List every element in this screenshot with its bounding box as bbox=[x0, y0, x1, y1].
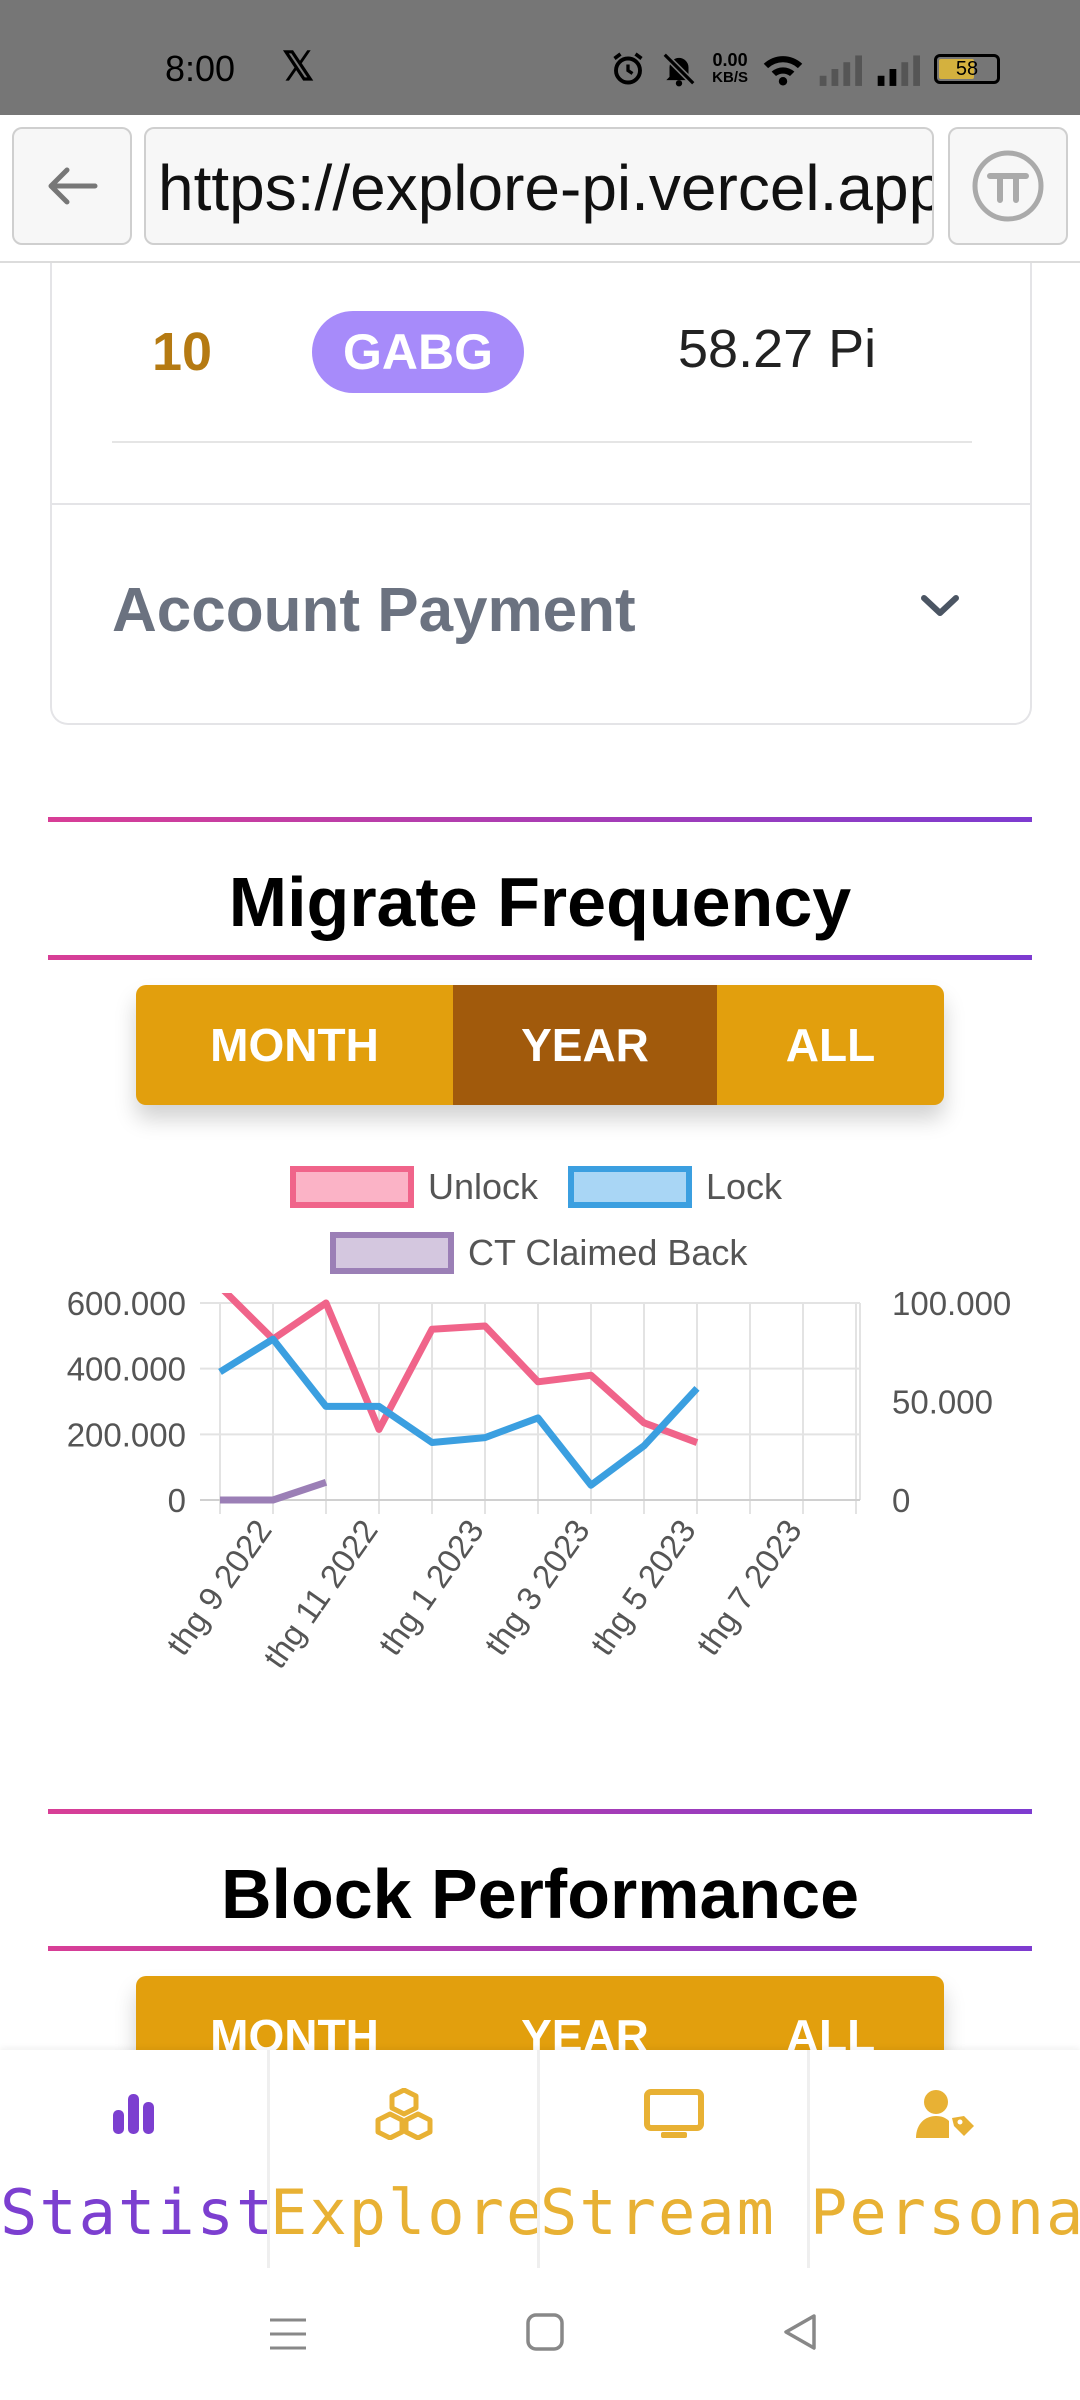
y-right-tick-label: 0 bbox=[892, 1482, 910, 1519]
browser-toolbar: https://explore-pi.vercel.app bbox=[0, 115, 1080, 263]
legend-item-lock[interactable]: Lock bbox=[568, 1166, 782, 1208]
x-tick-label: thg 1 2023 bbox=[371, 1513, 491, 1662]
y-left-tick-label: 0 bbox=[168, 1482, 186, 1519]
bottom-nav: Statistic Explore Stream Personal bbox=[0, 2050, 1080, 2268]
pi-logo-icon bbox=[972, 150, 1044, 222]
y-left-tick-label: 200.000 bbox=[67, 1416, 186, 1453]
section-divider-bottom bbox=[48, 955, 1032, 960]
migrate-period-toggle: MONTH YEAR ALL bbox=[136, 985, 944, 1105]
block-divider-bottom bbox=[48, 1946, 1032, 1951]
legend-swatch-ct bbox=[330, 1232, 454, 1274]
y-right-tick-label: 100.000 bbox=[892, 1285, 1011, 1322]
y-left-tick-label: 400.000 bbox=[67, 1351, 186, 1388]
back-triangle-icon[interactable] bbox=[780, 2312, 820, 2352]
nav-item-personal[interactable]: Personal bbox=[810, 2050, 1080, 2268]
legend-swatch-unlock bbox=[290, 1166, 414, 1208]
series-line-unlock bbox=[221, 1293, 699, 1446]
x-tick-label: thg 7 2023 bbox=[689, 1513, 809, 1662]
account-badge[interactable]: GABG bbox=[312, 311, 524, 393]
system-navigation-bar bbox=[0, 2268, 1080, 2400]
mute-bell-icon bbox=[662, 52, 696, 87]
legend-label-lock: Lock bbox=[706, 1166, 783, 1207]
status-time: 8:00 bbox=[165, 48, 236, 89]
block-divider-top bbox=[48, 1809, 1032, 1814]
nav-item-statistic[interactable]: Statistic bbox=[0, 2050, 270, 2268]
arrow-left-icon bbox=[48, 167, 98, 205]
alarm-icon bbox=[613, 52, 643, 85]
home-square-icon[interactable] bbox=[525, 2312, 565, 2352]
status-icons: 0.00 KB/S 58 bbox=[610, 50, 1000, 88]
net-speed-unit: KB/S bbox=[712, 69, 748, 86]
battery-level: 58 bbox=[955, 57, 979, 80]
nav-label-stream: Stream bbox=[540, 2176, 776, 2249]
legend-label-ct: CT Claimed Back bbox=[468, 1232, 748, 1273]
bar-chart-icon bbox=[112, 2094, 154, 2134]
battery-fill bbox=[939, 59, 974, 79]
nav-label-statistic: Statistic bbox=[0, 2176, 267, 2249]
monitor-icon bbox=[643, 2089, 704, 2138]
rank-number: 10 bbox=[152, 322, 213, 382]
signal-icon bbox=[877, 55, 920, 86]
signal-weak-icon bbox=[819, 55, 862, 86]
wifi-icon bbox=[763, 56, 803, 86]
status-bar: 8:00 𝕏 0.00 KB/S 58 bbox=[0, 0, 1080, 115]
net-speed-value: 0.00 bbox=[712, 50, 748, 70]
nav-label-personal: Personal bbox=[810, 2176, 1080, 2249]
url-field[interactable]: https://explore-pi.vercel.app bbox=[144, 127, 934, 245]
pi-logo-button[interactable] bbox=[948, 127, 1068, 245]
tab-all[interactable]: ALL bbox=[785, 1019, 876, 1071]
chevron-down-icon[interactable] bbox=[920, 593, 960, 619]
legend-label-unlock: Unlock bbox=[428, 1166, 539, 1207]
series-line-ct-claimed-back bbox=[220, 1478, 328, 1504]
tab-year[interactable]: YEAR bbox=[453, 985, 717, 1105]
series-line-lock bbox=[218, 1335, 700, 1489]
y-right-tick-label: 50.000 bbox=[892, 1384, 993, 1421]
migrate-frequency-title: Migrate Frequency bbox=[228, 863, 852, 941]
back-button[interactable] bbox=[12, 127, 132, 245]
cubes-icon bbox=[375, 2088, 432, 2140]
legend-swatch-lock bbox=[568, 1166, 692, 1208]
block-performance-title: Block Performance bbox=[220, 1855, 860, 1933]
rank-card: 10 GABG 58.27 Pi Account Payment bbox=[50, 263, 1032, 725]
rank-row: 10 GABG 58.27 Pi bbox=[52, 263, 1030, 443]
nav-label-explore: Explore bbox=[270, 2176, 540, 2249]
x-tick-label: thg 3 2023 bbox=[477, 1513, 597, 1662]
rank-amount: 58.27 Pi bbox=[678, 319, 877, 379]
row-divider bbox=[112, 441, 972, 443]
account-payment-title[interactable]: Account Payment bbox=[112, 576, 636, 645]
battery-icon: 58 bbox=[934, 54, 1000, 84]
migrate-frequency-chart: 600.000400.000200.0000100.00050.0000thg … bbox=[67, 1285, 1012, 1675]
section-divider-top bbox=[48, 817, 1032, 822]
net-speed: 0.00 KB/S bbox=[712, 51, 748, 87]
x-tick-label: thg 9 2022 bbox=[159, 1513, 279, 1662]
x-tick-label: thg 5 2023 bbox=[583, 1513, 703, 1662]
menu-icon[interactable] bbox=[268, 2314, 308, 2354]
nav-item-explore[interactable]: Explore bbox=[270, 2050, 540, 2268]
tab-month[interactable]: MONTH bbox=[210, 1019, 379, 1071]
user-tag-icon bbox=[916, 2090, 974, 2138]
legend-item-ct-claimed-back[interactable]: CT Claimed Back bbox=[330, 1232, 747, 1274]
nav-item-stream[interactable]: Stream bbox=[540, 2050, 810, 2268]
legend-item-unlock[interactable]: Unlock bbox=[290, 1166, 538, 1208]
card-divider bbox=[52, 503, 1030, 505]
y-left-tick-label: 600.000 bbox=[67, 1285, 186, 1322]
x-logo-icon: 𝕏 bbox=[282, 45, 315, 89]
